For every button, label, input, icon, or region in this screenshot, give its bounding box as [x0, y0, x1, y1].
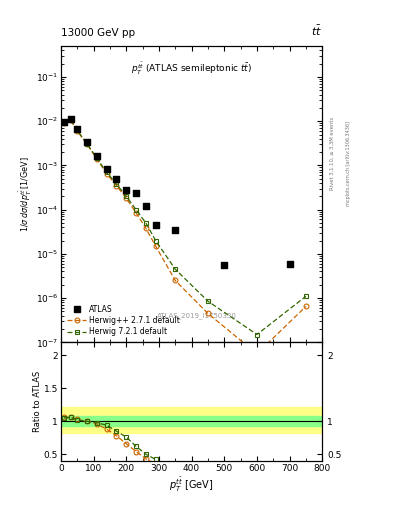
Point — [133, 189, 139, 197]
Text: ATLAS_2019_I1750330: ATLAS_2019_I1750330 — [157, 312, 237, 318]
Point — [103, 164, 110, 173]
Text: 13000 GeV pp: 13000 GeV pp — [61, 28, 135, 38]
Point — [123, 186, 129, 194]
Point — [94, 152, 100, 160]
Point — [286, 260, 293, 268]
X-axis label: $p_T^{t\bar{t}}$ [GeV]: $p_T^{t\bar{t}}$ [GeV] — [169, 475, 214, 494]
Point — [84, 138, 90, 146]
Text: $t\bar{t}$: $t\bar{t}$ — [311, 24, 322, 38]
Point — [221, 261, 228, 269]
Point — [74, 125, 81, 134]
Point — [113, 175, 119, 183]
Point — [172, 226, 178, 234]
Bar — [61, 407, 322, 433]
Point — [61, 118, 67, 126]
Y-axis label: $1/\sigma\,d\sigma/dp_T^{t\bar{t}}\,[1/\mathrm{GeV}]$: $1/\sigma\,d\sigma/dp_T^{t\bar{t}}\,[1/\… — [18, 157, 34, 232]
Bar — [61, 416, 322, 426]
Point — [143, 202, 149, 210]
Legend: ATLAS, Herwig++ 2.7.1 default, Herwig 7.2.1 default: ATLAS, Herwig++ 2.7.1 default, Herwig 7.… — [65, 302, 182, 338]
Point — [152, 221, 159, 229]
Text: mcplots.cern.ch [arXiv:1306.3436]: mcplots.cern.ch [arXiv:1306.3436] — [346, 121, 351, 206]
Text: $p_T^{t\bar{t}}$ (ATLAS semileptonic $t\bar{t}$): $p_T^{t\bar{t}}$ (ATLAS semileptonic $t\… — [131, 61, 252, 77]
Text: Rivet 3.1.10, ≥ 3.3M events: Rivet 3.1.10, ≥ 3.3M events — [330, 117, 335, 190]
Point — [68, 115, 74, 123]
Y-axis label: Ratio to ATLAS: Ratio to ATLAS — [33, 371, 42, 432]
